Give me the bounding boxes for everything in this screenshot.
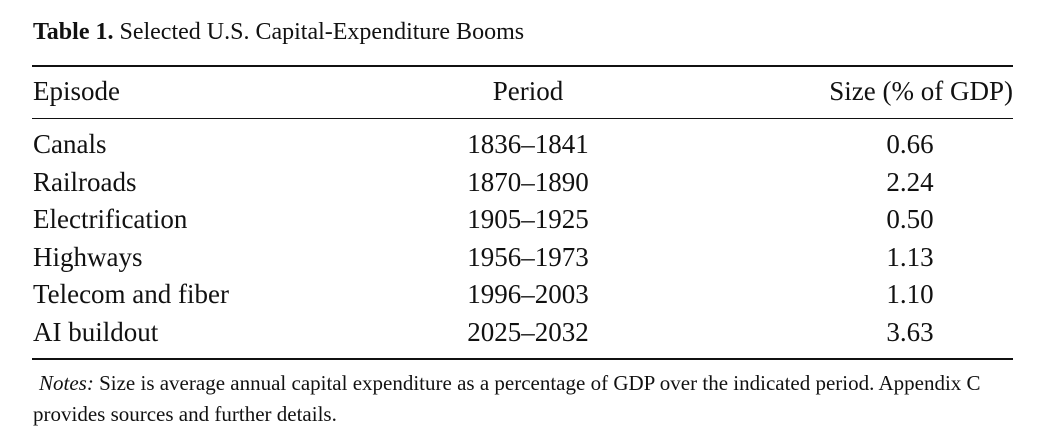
bottom-rule [32,358,1013,360]
period-cell: 1905–1925 [467,204,589,234]
period-cell: 1870–1890 [467,167,589,197]
table-label: Table 1. [33,19,114,45]
period-cell: 2025–2032 [467,317,589,347]
top-rule [32,65,1013,67]
size-cell: 1.10 [886,279,934,309]
period-cell: 1996–2003 [467,279,589,309]
episode-cell: Railroads [33,167,137,197]
episode-cell: Canals [33,129,107,159]
episode-cell: Highways [33,242,143,272]
table-row: Railroads 1870–1890 2.24 [0,163,1044,201]
table-header: Episode Period Size (% of GDP) [0,72,1044,110]
table-caption: Table 1. Selected U.S. Capital-Expenditu… [33,16,524,48]
notes-lead: Notes: [39,371,94,395]
table-row: Canals 1836–1841 0.66 [0,125,1044,163]
size-cell: 0.50 [886,204,934,234]
size-cell: 1.13 [886,242,934,272]
table-row: AI buildout 2025–2032 3.63 [0,313,1044,351]
table-title: Selected U.S. Capital-Expenditure Booms [119,19,525,45]
table-notes: Notes: Size is average annual capital ex… [33,368,1023,430]
header-rule [32,118,1013,119]
column-header-episode: Episode [33,76,120,106]
table-row: Highways 1956–1973 1.13 [0,238,1044,276]
column-header-period: Period [492,76,564,106]
episode-cell: AI buildout [33,317,159,347]
size-cell: 0.66 [886,129,934,159]
episode-cell: Telecom and fiber [33,279,230,309]
column-header-size: Size (% of GDP) [829,76,1013,106]
notes-text: Size is average annual capital expenditu… [33,371,981,426]
episode-cell: Electrification [33,204,188,234]
table-row: Electrification 1905–1925 0.50 [0,200,1044,238]
size-cell: 3.63 [886,317,934,347]
period-cell: 1836–1841 [467,129,589,159]
size-cell: 2.24 [886,167,934,197]
period-cell: 1956–1973 [467,242,589,272]
table-row: Telecom and fiber 1996–2003 1.10 [0,275,1044,313]
